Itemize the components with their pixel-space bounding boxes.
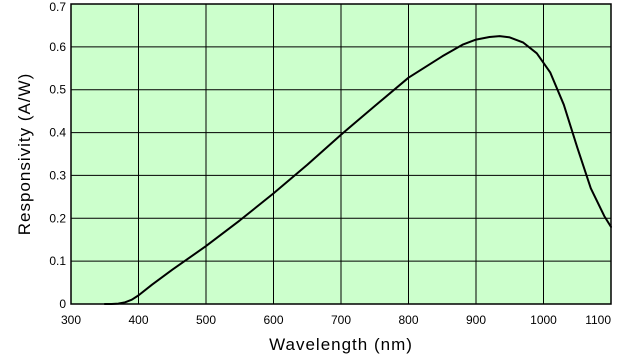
y-tick-label: 0.3 [49,168,66,182]
x-tick-label: 400 [128,313,148,327]
x-axis-title: Wavelength (nm) [269,335,413,354]
y-tick-label: 0.5 [49,83,66,97]
x-tick-label: 1000 [530,313,557,327]
x-tick-label: 900 [466,313,486,327]
x-tick-label: 300 [61,313,81,327]
x-tick-label: 1100 [585,313,611,327]
y-tick-label: 0.4 [49,126,66,140]
series-group [103,35,612,305]
tick-labels: 300 400 500 600 700 800 900 1000 1100 0 0.1 0.2 0.3 0… [49,0,611,327]
y-tick-label: 0.6 [49,40,66,54]
x-tick-label: 700 [331,313,351,327]
y-tick-label: 0.2 [49,211,66,225]
y-tick-label: 0 [59,297,66,311]
x-tick-label: 500 [196,313,216,327]
x-tick-label: 800 [398,313,418,327]
y-tick-label: 0.1 [49,254,66,268]
x-tick-label: 600 [263,313,283,327]
grid-lines [71,4,611,304]
plot-frame [70,3,612,305]
responsivity-curve [103,35,612,305]
y-axis-title: Responsivity (A/W) [15,73,34,236]
y-tick-label: 0.7 [49,0,66,14]
